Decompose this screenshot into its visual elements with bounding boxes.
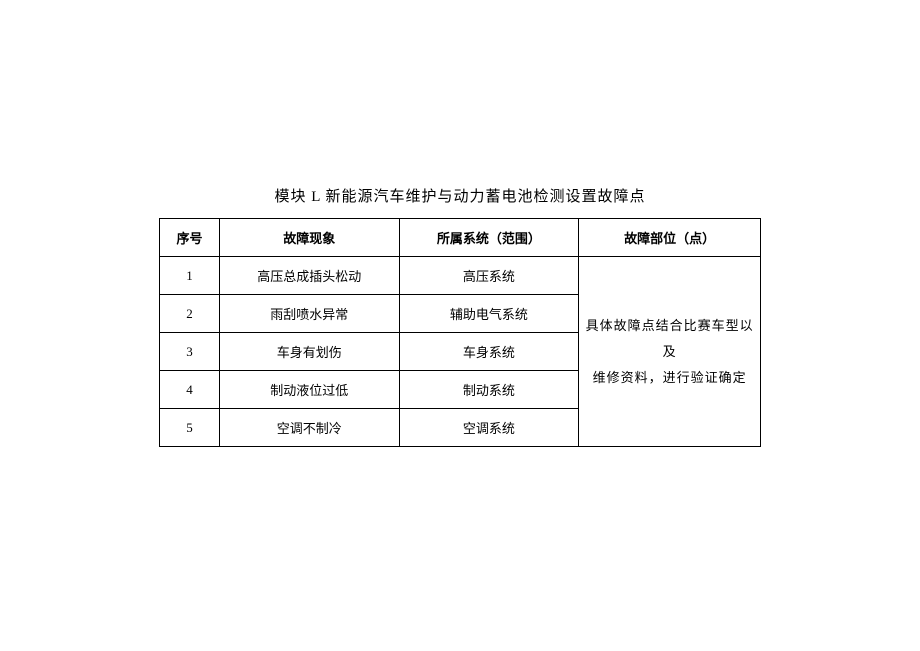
cell-seq: 3 [160, 333, 220, 371]
header-phenomenon: 故障现象 [219, 219, 399, 257]
cell-system: 高压系统 [399, 257, 579, 295]
cell-seq: 2 [160, 295, 220, 333]
cell-phenomenon: 制动液位过低 [219, 371, 399, 409]
page-title: 模块 L 新能源汽车维护与动力蓄电池检测设置故障点 [274, 185, 645, 206]
header-location: 故障部位（点） [579, 219, 761, 257]
cell-system: 辅助电气系统 [399, 295, 579, 333]
header-system: 所属系统（范围） [399, 219, 579, 257]
fault-table: 序号 故障现象 所属系统（范围） 故障部位（点） 1 高压总成插头松动 高压系统… [159, 218, 761, 447]
cell-phenomenon: 空调不制冷 [219, 409, 399, 447]
cell-system: 制动系统 [399, 371, 579, 409]
cell-system: 车身系统 [399, 333, 579, 371]
cell-location-merged: 具体故障点结合比赛车型以及 维修资料，进行验证确定 [579, 257, 761, 447]
table-row: 1 高压总成插头松动 高压系统 具体故障点结合比赛车型以及 维修资料，进行验证确… [160, 257, 761, 295]
cell-phenomenon: 雨刮喷水异常 [219, 295, 399, 333]
header-seq: 序号 [160, 219, 220, 257]
merged-text-line2: 维修资料，进行验证确定 [593, 370, 747, 385]
cell-phenomenon: 车身有划伤 [219, 333, 399, 371]
cell-seq: 5 [160, 409, 220, 447]
cell-phenomenon: 高压总成插头松动 [219, 257, 399, 295]
merged-text-line1: 具体故障点结合比赛车型以及 [586, 318, 754, 359]
cell-system: 空调系统 [399, 409, 579, 447]
cell-seq: 4 [160, 371, 220, 409]
cell-seq: 1 [160, 257, 220, 295]
table-header-row: 序号 故障现象 所属系统（范围） 故障部位（点） [160, 219, 761, 257]
